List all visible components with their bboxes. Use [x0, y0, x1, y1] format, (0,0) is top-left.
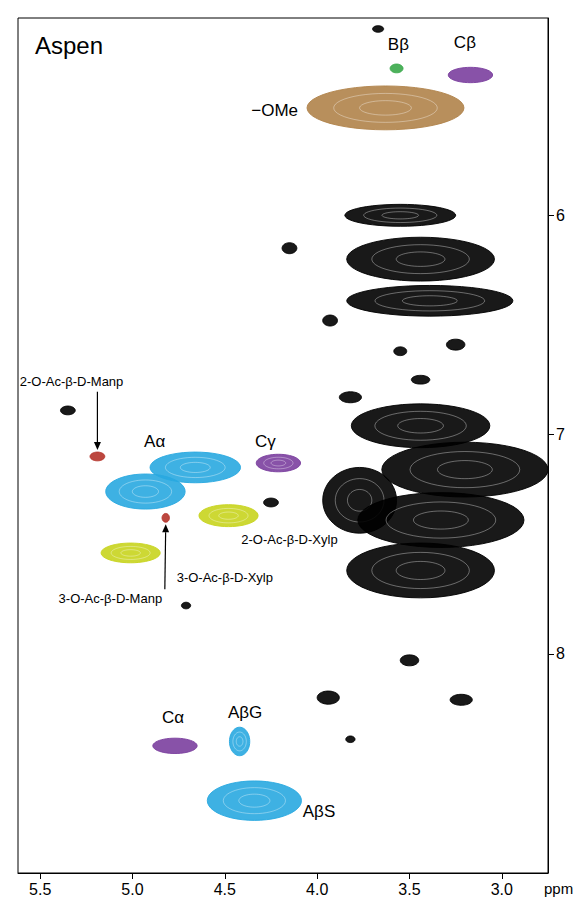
svg-text:Aα: Aα	[144, 432, 165, 451]
svg-text:Cγ: Cγ	[255, 432, 276, 451]
svg-text:ppm: ppm	[544, 880, 573, 897]
svg-text:8: 8	[556, 645, 565, 662]
svg-text:Aspen: Aspen	[35, 32, 103, 59]
svg-text:5.5: 5.5	[29, 881, 51, 898]
svg-text:AβG: AβG	[228, 703, 262, 722]
svg-text:3.0: 3.0	[491, 881, 513, 898]
svg-text:Bβ: Bβ	[388, 35, 409, 54]
svg-text:3.5: 3.5	[398, 881, 420, 898]
svg-text:3-O-Ac-β-D-Xylp: 3-O-Ac-β-D-Xylp	[177, 570, 273, 585]
svg-text:2-O-Ac-β-D-Xylp: 2-O-Ac-β-D-Xylp	[241, 532, 337, 547]
svg-text:4.0: 4.0	[306, 881, 328, 898]
svg-text:5.0: 5.0	[121, 881, 143, 898]
svg-text:4.5: 4.5	[214, 881, 236, 898]
svg-text:6: 6	[556, 207, 565, 224]
svg-text:Cα: Cα	[162, 708, 184, 727]
svg-text:2-O-Ac-β-D-Manp: 2-O-Ac-β-D-Manp	[20, 374, 124, 389]
svg-text:3-O-Ac-β-D-Manp: 3-O-Ac-β-D-Manp	[59, 591, 163, 606]
svg-text:7: 7	[556, 426, 565, 443]
svg-text:Cβ: Cβ	[454, 33, 476, 52]
svg-text:AβS: AβS	[303, 802, 335, 821]
svg-text:−OMe: −OMe	[251, 101, 298, 120]
